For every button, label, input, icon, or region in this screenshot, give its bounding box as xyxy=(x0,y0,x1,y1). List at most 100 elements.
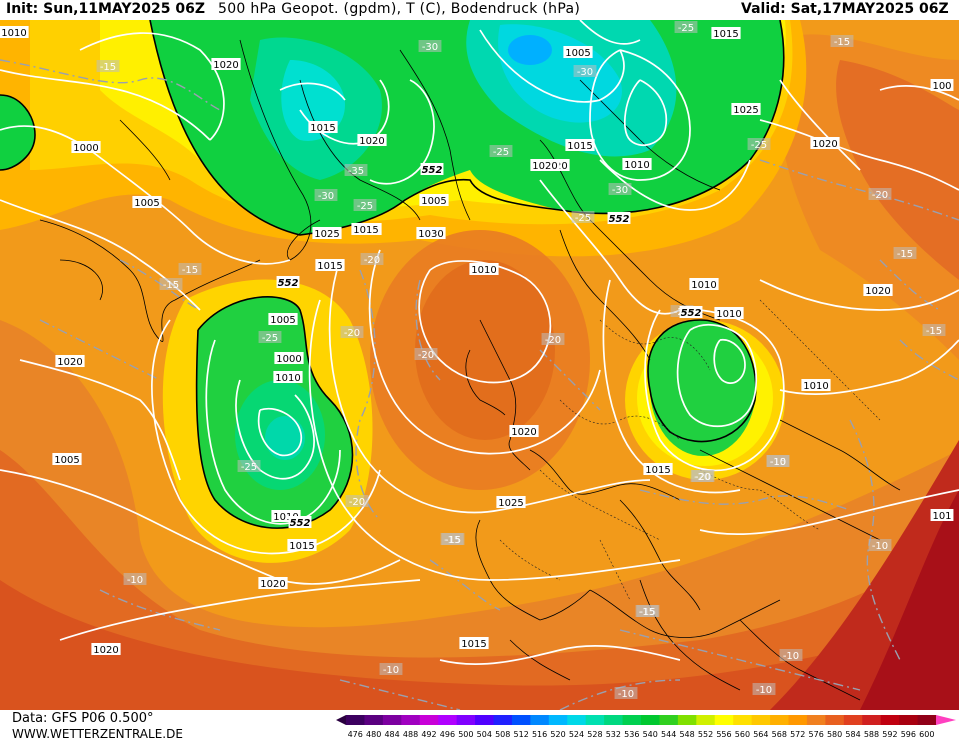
temperature-label-bg xyxy=(541,333,565,345)
geopotential-label: 552 xyxy=(607,212,631,225)
scale-label: 508 xyxy=(495,730,510,739)
isobar-label: 1020 xyxy=(55,355,85,368)
scale-swatch xyxy=(456,715,476,725)
isobar-label-bg xyxy=(930,79,954,91)
temperature-label: -20 xyxy=(345,495,369,508)
scale-swatch xyxy=(419,715,439,725)
scale-swatch xyxy=(862,715,882,725)
temperature-label-text: -15 xyxy=(182,265,198,276)
scale-label: 528 xyxy=(587,730,602,739)
geopotential-label-bg xyxy=(679,306,703,318)
temperature-label-text: -30 xyxy=(612,185,628,196)
temperature-label: -10 xyxy=(752,683,776,696)
geopotential-label-text: 552 xyxy=(422,165,443,176)
geopotential-label-bg xyxy=(607,212,631,224)
isobar-label-bg xyxy=(268,313,298,325)
scale-swatch xyxy=(659,715,679,725)
isobar-label-text: 100 xyxy=(932,81,951,92)
color-scale: 476 480 484 488 492 496 500 504 508 512 516 520 524 5… xyxy=(336,715,956,739)
isobar-label-bg xyxy=(643,463,673,475)
geopotential-label: 552 xyxy=(288,516,312,529)
isobar-label: 1000 xyxy=(274,352,304,365)
isobar-label: 1015 xyxy=(643,463,673,476)
temperature-label-bg xyxy=(237,460,261,472)
isobar-label-text: 1015 xyxy=(353,225,378,236)
temperature-label: -10 xyxy=(123,573,147,586)
scale-swatch xyxy=(641,715,660,725)
scale-label: 488 xyxy=(403,730,418,739)
temperature-label-bg xyxy=(360,253,384,265)
scale-label: 520 xyxy=(550,730,565,739)
temperature-label-bg xyxy=(747,138,771,150)
isobar-label: 1025 xyxy=(312,227,342,240)
valid-time: Valid: Sat,17MAY2025 06Z xyxy=(741,1,949,17)
temperature-label: -30 xyxy=(314,189,338,202)
scale-label: 548 xyxy=(679,730,694,739)
isobar-label: 1020 xyxy=(211,58,241,71)
isobar-label-text: 1015 xyxy=(461,639,486,650)
isobar-label-bg xyxy=(509,425,539,437)
isobar-label: 1005 xyxy=(268,313,298,326)
isobar-label-text: 1015 xyxy=(567,141,592,152)
scale-swatch xyxy=(475,715,494,725)
isobar-label-text: 1025 xyxy=(498,498,523,509)
geopotential-label-text: 552 xyxy=(681,308,702,319)
isobar-label-text: 1025 xyxy=(733,105,758,116)
temperature-label-bg xyxy=(573,65,597,77)
temperature-label-bg xyxy=(779,649,803,661)
temperature-label-text: -10 xyxy=(872,541,888,552)
temperature-label: -15 xyxy=(893,247,917,260)
isobar-label-bg xyxy=(459,637,489,649)
isobar-label-bg xyxy=(930,509,954,521)
scale-swatch xyxy=(696,715,716,725)
isobar-label-bg xyxy=(711,27,741,39)
isobar-label-bg xyxy=(810,137,840,149)
isobar-label-text: 1010 xyxy=(803,381,828,392)
isobar-label-text: 1010 xyxy=(716,309,741,320)
temperature-label-bg xyxy=(340,326,364,338)
isobar-label: 1010 xyxy=(0,26,29,39)
scale-label: 504 xyxy=(477,730,492,739)
isobar-label: 1015 xyxy=(308,121,338,134)
isobar-label-text: 1010 xyxy=(1,28,26,39)
footer: Data: GFS P06 0.500° WWW.WETTERZENTRALE.… xyxy=(0,710,959,741)
temperature-label: -15 xyxy=(922,324,946,337)
temperature-label: -25 xyxy=(489,145,513,158)
isobar-label: 1005 xyxy=(132,196,162,209)
isobar-label: 1005 xyxy=(419,194,449,207)
temperature-label-text: -10 xyxy=(618,689,634,700)
temperature-label-text: -25 xyxy=(751,140,767,151)
temperature-label: -15 xyxy=(830,35,854,48)
isobar-label-text: 1020 xyxy=(865,286,890,297)
isobar-label-bg xyxy=(91,643,121,655)
scale-label: 496 xyxy=(440,730,455,739)
scale-swatch xyxy=(530,715,550,725)
data-source: Data: GFS P06 0.500° xyxy=(12,711,154,726)
isobar-label-text: 1005 xyxy=(270,315,295,326)
isobar-label-text: 1020 xyxy=(532,161,557,172)
isobar-label-text: 1020 xyxy=(213,60,238,71)
scale-swatch xyxy=(493,715,513,725)
temperature-label-bg xyxy=(159,278,183,290)
isobar-label-bg xyxy=(52,453,82,465)
isobar-label: 1030 xyxy=(416,227,446,240)
isobar-label-bg xyxy=(419,194,449,206)
temperature-label-text: -15 xyxy=(639,607,655,618)
temperature-label: -20 xyxy=(541,333,565,346)
isobar-label-text: 1020 xyxy=(260,579,285,590)
isobar-label-bg xyxy=(357,134,387,146)
temperature-label-text: -15 xyxy=(163,280,179,291)
scale-label: 596 xyxy=(901,730,916,739)
temperature-label: -20 xyxy=(414,348,438,361)
scale-swatch xyxy=(382,715,402,725)
website-url: WWW.WETTERZENTRALE.DE xyxy=(12,727,183,741)
isobar-label-bg xyxy=(273,371,303,383)
isobar-label-text: 1020 xyxy=(812,139,837,150)
temperature-label: -20 xyxy=(868,188,892,201)
temperature-label-text: -25 xyxy=(575,213,591,224)
scale-swatch xyxy=(880,715,900,725)
temperature-label: -15 xyxy=(441,533,465,546)
scale-swatch xyxy=(346,715,365,725)
temperature-label: -15 xyxy=(178,263,202,276)
scale-label: 484 xyxy=(384,730,399,739)
